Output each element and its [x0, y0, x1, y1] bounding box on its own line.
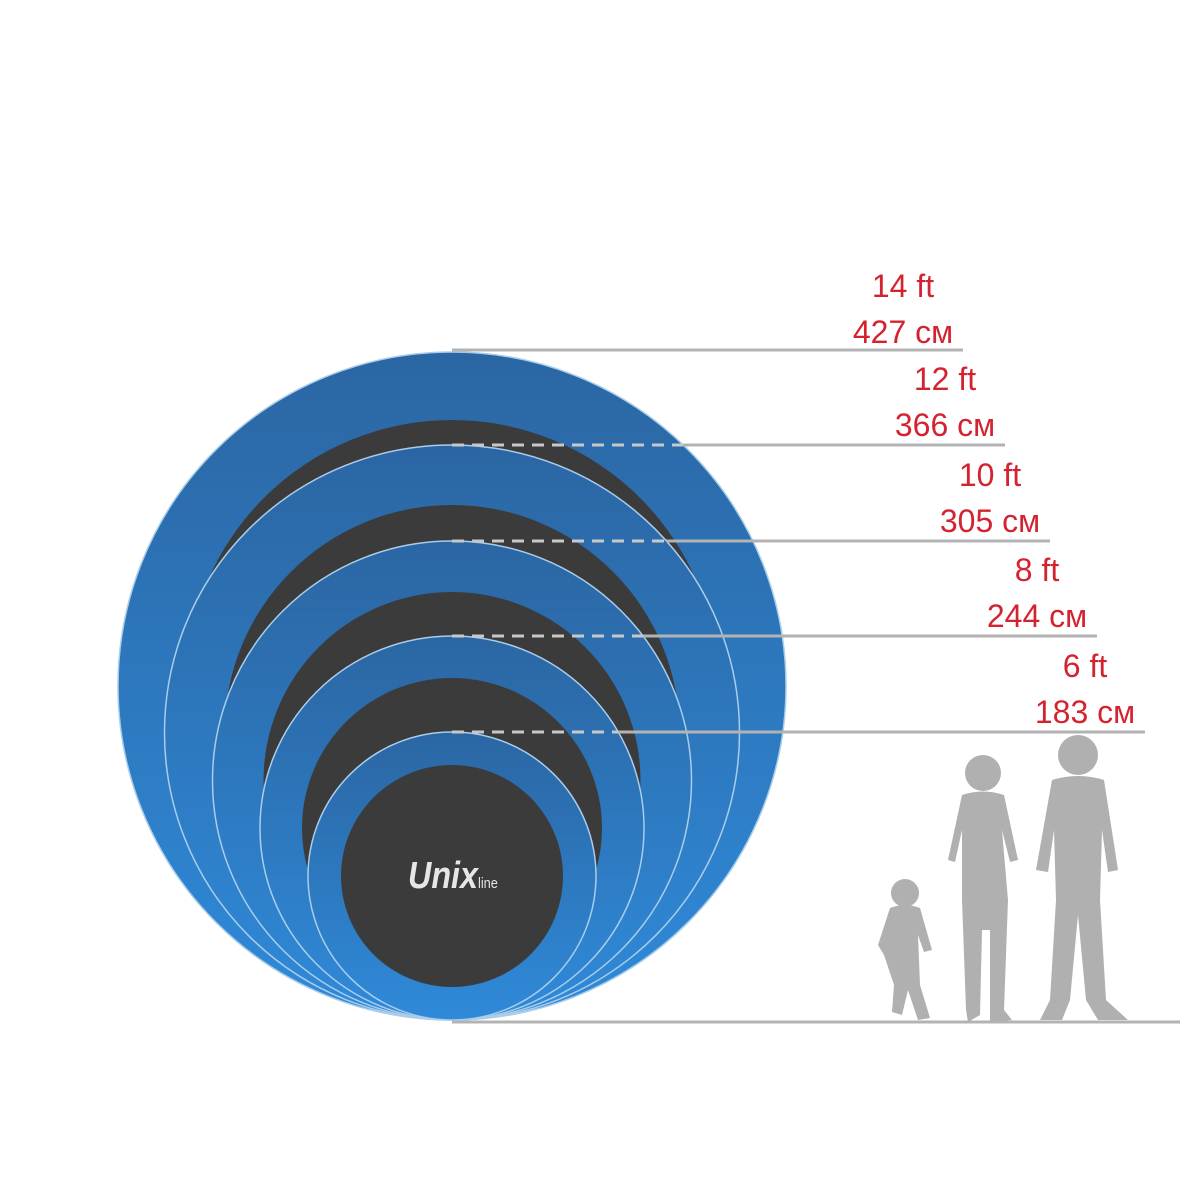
size-label: 8 ft 244 см	[957, 552, 1117, 634]
size-cm: 244 см	[986, 598, 1088, 634]
size-label: 14 ft 427 см	[823, 268, 983, 350]
size-cm: 427 см	[852, 314, 954, 350]
size-ft: 10 ft	[958, 457, 1022, 493]
size-label: 6 ft 183 см	[1005, 648, 1165, 730]
unix-line-logo: Unixline	[408, 855, 498, 898]
size-cm: 183 см	[1034, 694, 1136, 730]
size-ft: 6 ft	[1062, 648, 1108, 684]
woman-silhouette	[948, 755, 1018, 1022]
logo-suffix: line	[478, 875, 498, 892]
size-cm: 366 см	[894, 407, 996, 443]
child-silhouette	[878, 879, 932, 1020]
size-cm: 305 см	[939, 503, 1041, 539]
size-label: 12 ft 366 см	[865, 361, 1025, 443]
size-label: 10 ft 305 см	[910, 457, 1070, 539]
people-silhouettes	[878, 735, 1128, 1022]
size-ft: 14 ft	[871, 268, 935, 304]
size-ft: 8 ft	[1014, 552, 1060, 588]
man-silhouette	[1036, 735, 1128, 1020]
size-ft: 12 ft	[913, 361, 977, 397]
logo-text: Unix	[408, 855, 479, 897]
trampoline-mat-4	[341, 765, 563, 987]
